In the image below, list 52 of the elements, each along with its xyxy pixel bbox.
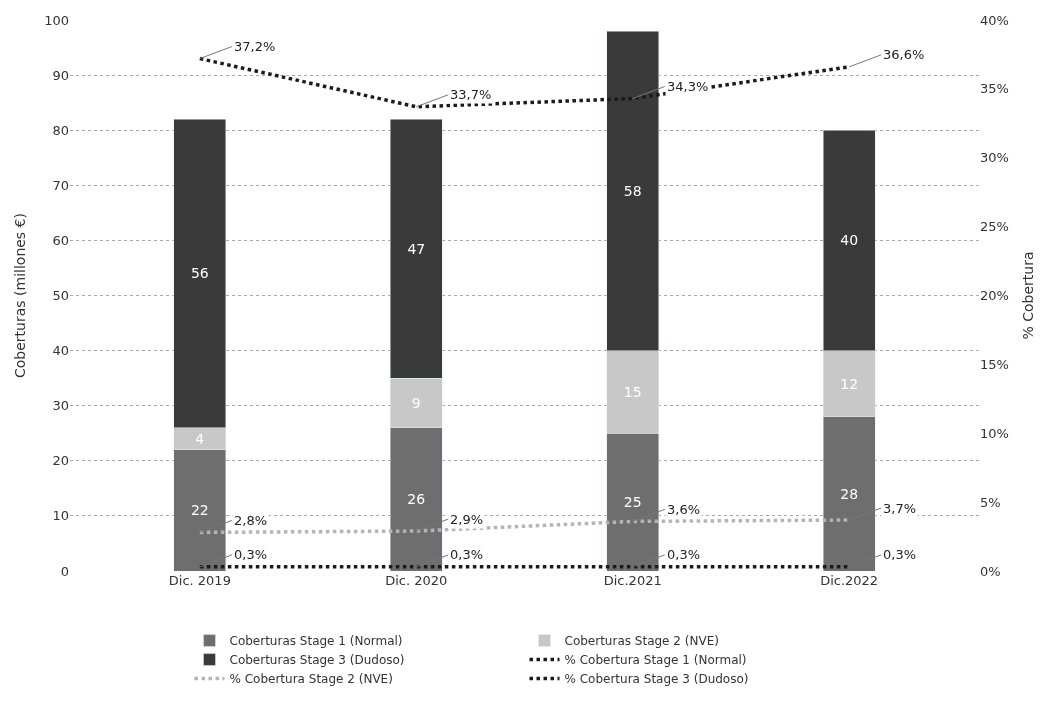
- y2-tick-label: 30%: [980, 150, 1009, 166]
- y2-tick-label: 40%: [980, 12, 1009, 28]
- legend-label: Coberturas Stage 1 (Normal): [229, 634, 403, 649]
- data-label: 0,3%: [450, 547, 484, 562]
- data-label: 28: [840, 485, 859, 502]
- data-label: 40: [840, 232, 859, 249]
- data-label: 26: [407, 491, 426, 508]
- data-label: 25: [623, 494, 642, 511]
- x-tick-label: Dic. 2019: [168, 573, 231, 588]
- legend-label: Coberturas Stage 3 (Dudoso): [229, 653, 405, 668]
- y-tick-label: 80: [52, 122, 69, 138]
- data-label: 58: [623, 182, 642, 199]
- y-tick-label: 10: [52, 508, 69, 524]
- data-label: 34,3%: [667, 79, 709, 94]
- y2-tick-label: 20%: [980, 288, 1009, 304]
- data-label: 0,3%: [667, 547, 701, 562]
- y-tick-label: 20: [52, 453, 69, 469]
- data-label: 33,7%: [450, 87, 492, 102]
- y-tick-label: 90: [52, 67, 69, 83]
- x-tick-label: Dic.2022: [820, 573, 879, 588]
- data-label: 22: [190, 502, 209, 519]
- data-label: 2,8%: [234, 513, 268, 528]
- legend-label: % Cobertura Stage 3 (Dudoso): [564, 672, 749, 687]
- y-tick-label: 100: [44, 12, 69, 28]
- y2-axis-title: % Cobertura: [1020, 251, 1037, 340]
- data-label: 0,3%: [883, 547, 917, 562]
- data-label: 2,9%: [450, 512, 484, 527]
- y2-tick-label: 15%: [980, 356, 1009, 372]
- legend-label: Coberturas Stage 2 (NVE): [564, 634, 719, 649]
- y2-tick-label: 0%: [980, 563, 1001, 579]
- y2-tick-label: 10%: [980, 425, 1009, 441]
- y-tick-label: 0: [60, 563, 69, 579]
- data-label: 36,6%: [883, 47, 925, 62]
- y2-tick-label: 35%: [980, 81, 1009, 97]
- y-axis-title: Coberturas (millones €): [11, 213, 28, 378]
- data-label: 37,2%: [234, 39, 276, 54]
- data-label: 56: [190, 265, 209, 282]
- y-tick-label: 50: [52, 288, 69, 304]
- y-tick-label: 40: [52, 343, 69, 359]
- y-tick-label: 60: [52, 232, 69, 248]
- y-tick-label: 70: [52, 177, 69, 193]
- y2-tick-label: 25%: [980, 219, 1009, 235]
- data-label: 3,6%: [667, 502, 701, 517]
- legend-label: % Cobertura Stage 1 (Normal): [564, 653, 747, 668]
- legend-label: % Cobertura Stage 2 (NVE): [229, 672, 393, 687]
- y2-tick-label: 5%: [980, 494, 1001, 510]
- data-label: 0,3%: [234, 547, 268, 562]
- x-tick-label: Dic. 2020: [385, 573, 448, 588]
- data-label: 3,7%: [883, 501, 917, 516]
- x-tick-label: Dic.2021: [603, 573, 662, 588]
- data-label: 47: [407, 240, 426, 257]
- y-tick-label: 30: [52, 398, 69, 414]
